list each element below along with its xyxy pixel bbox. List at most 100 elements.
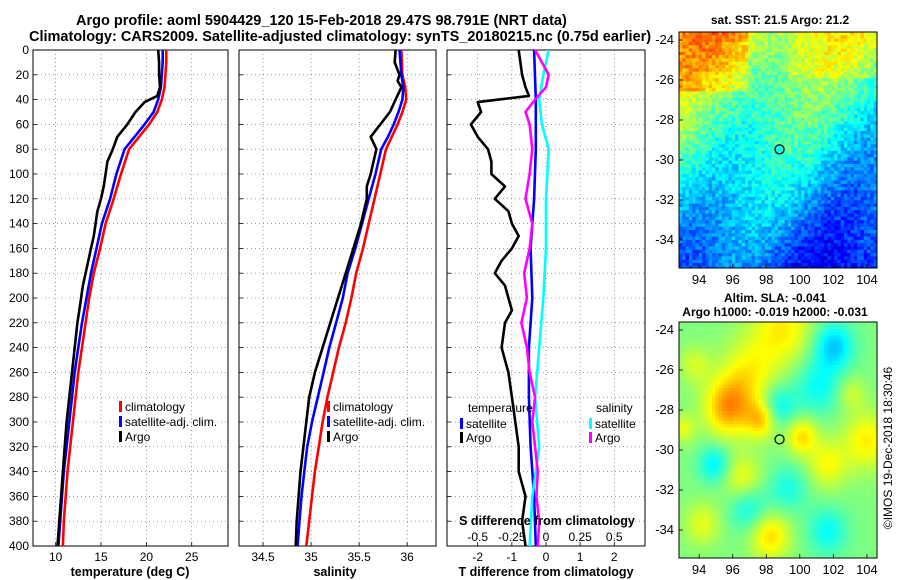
- heatmap-cell: [692, 328, 696, 333]
- heatmap-cell: [853, 98, 858, 102]
- heatmap-cell: [774, 266, 779, 269]
- heatmap-cell: [679, 164, 683, 168]
- heatmap-cell: [791, 41, 795, 46]
- heatmap-cell: [721, 160, 726, 165]
- heatmap-cell: [827, 239, 832, 244]
- heatmap-cell: [768, 150, 772, 155]
- heatmap-cell: [863, 256, 868, 260]
- heatmap-cell: [827, 117, 832, 122]
- heatmap-cell: [863, 183, 868, 188]
- heatmap-cell: [728, 266, 733, 269]
- heatmap-cell: [811, 51, 815, 56]
- sal-legend-argo-label: Argo: [333, 430, 359, 444]
- heatmap-cell: [774, 88, 779, 92]
- heatmap-cell: [712, 58, 716, 62]
- heatmap-cell: [820, 338, 825, 343]
- heatmap-cell: [814, 233, 818, 237]
- heatmap-cell: [698, 84, 703, 89]
- heatmap-cell: [685, 203, 690, 208]
- heatmap-cell: [840, 256, 845, 260]
- heatmap-cell: [807, 111, 812, 115]
- heatmap-cell: [847, 177, 851, 181]
- heatmap-cell: [748, 150, 752, 155]
- heatmap-cell: [778, 173, 782, 178]
- heatmap-cell: [725, 253, 729, 257]
- heatmap-cell: [745, 328, 749, 333]
- heatmap-cell: [873, 243, 878, 247]
- heatmap-cell: [867, 256, 871, 260]
- heatmap-cell: [712, 68, 716, 72]
- heatmap-cell: [840, 230, 845, 234]
- heatmap-cell: [781, 341, 785, 346]
- heatmap-cell: [731, 51, 736, 56]
- heatmap-cell: [745, 98, 749, 102]
- heatmap-cell: [705, 226, 709, 231]
- heatmap-cell: [847, 220, 851, 224]
- heatmap-cell: [850, 134, 855, 138]
- heatmap-cell: [801, 259, 805, 264]
- heatmap-cell: [735, 338, 739, 343]
- heatmap-cell: [794, 117, 799, 122]
- heatmap-cell: [721, 233, 726, 237]
- heatmap-cell: [695, 203, 700, 208]
- heatmap-cell: [758, 147, 762, 152]
- heatmap-cell: [787, 55, 792, 59]
- heatmap-cell: [844, 121, 848, 125]
- heatmap-cell: [685, 71, 690, 76]
- heatmap-cell: [708, 45, 713, 49]
- heatmap-cell: [778, 223, 782, 227]
- heatmap-cell: [794, 137, 799, 142]
- heatmap-cell: [873, 71, 878, 76]
- heatmap-cell: [781, 177, 785, 181]
- heatmap-cell: [685, 335, 690, 339]
- heatmap-cell: [787, 322, 792, 326]
- heatmap-cell: [807, 101, 812, 105]
- heatmap-cell: [860, 84, 865, 89]
- heatmap-cell: [754, 45, 759, 49]
- heatmap-cell: [850, 81, 855, 86]
- heatmap-cell: [797, 45, 802, 49]
- heatmap-cell: [791, 94, 795, 99]
- heatmap-cell: [830, 243, 835, 247]
- heatmap-cell: [764, 216, 769, 221]
- heatmap-cell: [794, 104, 799, 109]
- heatmap-cell: [708, 197, 713, 201]
- heatmap-cell: [745, 243, 749, 247]
- heatmap-cell: [679, 335, 683, 339]
- heatmap-cell: [863, 55, 868, 59]
- heatmap-cell: [784, 190, 789, 194]
- y-tick-label: 120: [9, 192, 29, 206]
- heatmap-cell: [840, 124, 845, 128]
- heatmap-cell: [853, 200, 858, 204]
- heatmap-cell: [853, 263, 858, 267]
- heatmap-cell: [827, 48, 832, 53]
- heatmap-cell: [857, 266, 861, 269]
- heatmap-cell: [758, 246, 762, 251]
- heatmap-cell: [811, 35, 815, 39]
- heatmap-cell: [830, 183, 835, 188]
- heatmap-cell: [830, 193, 835, 198]
- heatmap-cell: [844, 104, 848, 109]
- heatmap-cell: [751, 183, 756, 188]
- heatmap-cell: [824, 124, 828, 128]
- heatmap-cell: [735, 154, 739, 158]
- heatmap-cell: [847, 325, 851, 329]
- heatmap-cell: [820, 183, 825, 188]
- heatmap-cell: [784, 98, 789, 102]
- heatmap-cell: [695, 61, 700, 66]
- heatmap-cell: [758, 134, 762, 138]
- depth-tick-labels: 0204060801001201401601802002202402602803…: [9, 43, 29, 553]
- heatmap-cell: [811, 58, 815, 62]
- heatmap-cell: [840, 220, 845, 224]
- heatmap-cell: [827, 249, 832, 254]
- heatmap-cell: [708, 226, 713, 231]
- heatmap-cell: [794, 157, 799, 161]
- heatmap-cell: [778, 101, 782, 105]
- heatmap-cell: [708, 81, 713, 86]
- heatmap-cell: [745, 335, 749, 339]
- heatmap-cell: [679, 91, 683, 95]
- heatmap-cell: [794, 226, 799, 231]
- heatmap-cell: [705, 35, 709, 39]
- heatmap-cell: [837, 58, 841, 62]
- heatmap-cell: [824, 220, 828, 224]
